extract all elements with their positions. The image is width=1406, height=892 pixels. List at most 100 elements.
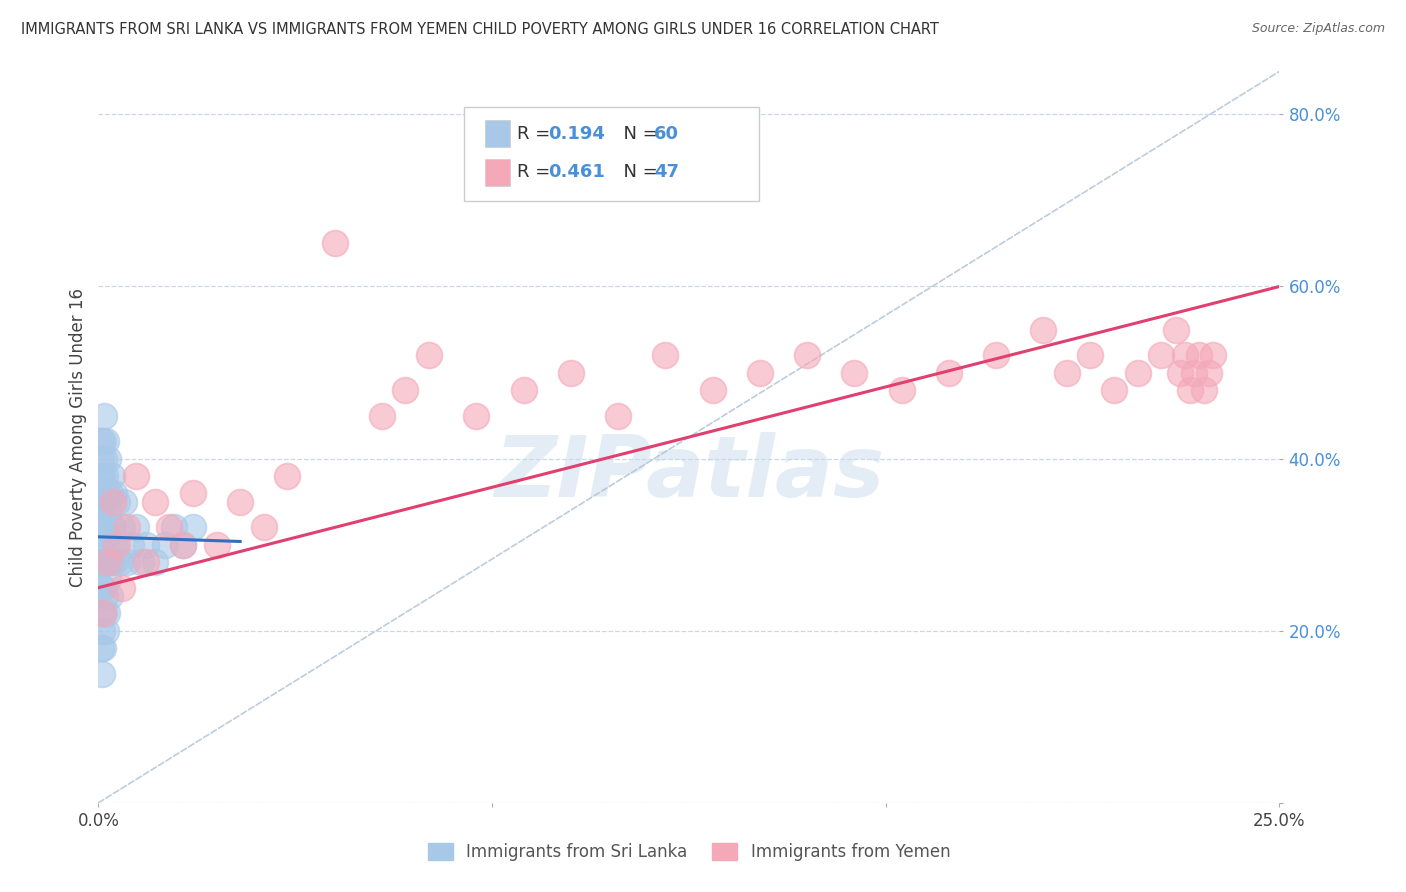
Text: 0.461: 0.461: [548, 163, 605, 181]
Point: [93, 409, 115, 423]
Point: [108, 555, 131, 569]
Point: [1056, 366, 1078, 380]
Point: [96, 607, 118, 621]
Point: [96, 486, 118, 500]
Point: [112, 494, 135, 508]
Point: [90, 451, 112, 466]
Point: [172, 538, 194, 552]
Text: 0.194: 0.194: [548, 125, 605, 143]
Point: [89, 555, 111, 569]
Point: [115, 520, 138, 534]
Point: [1102, 383, 1125, 397]
Point: [153, 538, 176, 552]
Point: [1150, 348, 1173, 362]
Point: [91, 494, 114, 508]
Point: [1126, 366, 1149, 380]
Point: [93, 451, 115, 466]
Text: 60: 60: [654, 125, 679, 143]
Point: [91, 512, 114, 526]
Point: [90, 520, 112, 534]
Point: [172, 538, 194, 552]
Point: [101, 520, 124, 534]
Point: [93, 468, 115, 483]
Point: [984, 348, 1007, 362]
Text: 47: 47: [654, 163, 679, 181]
Point: [890, 383, 912, 397]
Point: [1168, 366, 1191, 380]
Point: [796, 348, 818, 362]
Point: [371, 409, 394, 423]
Text: N =: N =: [612, 163, 664, 181]
Point: [90, 494, 112, 508]
Point: [121, 538, 143, 552]
Point: [129, 555, 152, 569]
Point: [1032, 322, 1054, 336]
Legend: Immigrants from Sri Lanka, Immigrants from Yemen: Immigrants from Sri Lanka, Immigrants fr…: [420, 836, 957, 868]
Point: [103, 486, 125, 500]
Point: [94, 520, 117, 534]
Point: [91, 581, 114, 595]
Point: [98, 486, 121, 500]
Point: [702, 383, 724, 397]
Point: [93, 538, 115, 552]
Point: [253, 520, 276, 534]
Point: [205, 538, 228, 552]
Point: [90, 607, 112, 621]
Point: [94, 434, 117, 449]
Point: [90, 640, 112, 655]
Point: [748, 366, 770, 380]
Text: ZIPatlas: ZIPatlas: [494, 432, 884, 516]
Point: [512, 383, 534, 397]
Point: [97, 503, 120, 517]
Text: R =: R =: [517, 125, 557, 143]
Point: [100, 555, 122, 569]
Point: [654, 348, 676, 362]
Point: [143, 494, 166, 508]
Text: N =: N =: [612, 125, 664, 143]
Point: [1198, 366, 1220, 380]
Point: [96, 529, 118, 543]
Point: [938, 366, 960, 380]
Point: [1174, 348, 1197, 362]
Point: [97, 451, 120, 466]
Point: [94, 555, 117, 569]
Point: [89, 494, 111, 508]
Point: [91, 555, 114, 569]
Point: [111, 520, 134, 534]
Point: [163, 520, 186, 534]
Point: [276, 468, 298, 483]
Point: [418, 348, 440, 362]
Point: [105, 494, 128, 508]
Point: [94, 624, 117, 638]
Point: [115, 555, 138, 569]
Point: [91, 640, 114, 655]
Point: [89, 468, 111, 483]
Point: [104, 538, 127, 552]
Point: [125, 520, 148, 534]
Text: R =: R =: [517, 163, 557, 181]
Point: [101, 494, 124, 508]
Point: [97, 555, 120, 569]
Point: [105, 538, 128, 552]
Point: [229, 494, 252, 508]
Point: [91, 624, 114, 638]
Point: [135, 555, 157, 569]
Point: [1184, 366, 1206, 380]
Point: [1192, 383, 1215, 397]
Point: [90, 581, 112, 595]
Point: [93, 589, 115, 603]
Point: [607, 409, 630, 423]
Point: [135, 538, 157, 552]
Point: [97, 572, 120, 586]
Point: [98, 589, 121, 603]
Point: [560, 366, 582, 380]
Point: [323, 236, 346, 251]
Point: [93, 607, 115, 621]
Point: [143, 555, 166, 569]
Point: [90, 434, 112, 449]
Point: [91, 607, 114, 621]
Point: [1164, 322, 1187, 336]
Point: [100, 468, 122, 483]
Point: [91, 666, 114, 681]
Point: [1080, 348, 1102, 362]
